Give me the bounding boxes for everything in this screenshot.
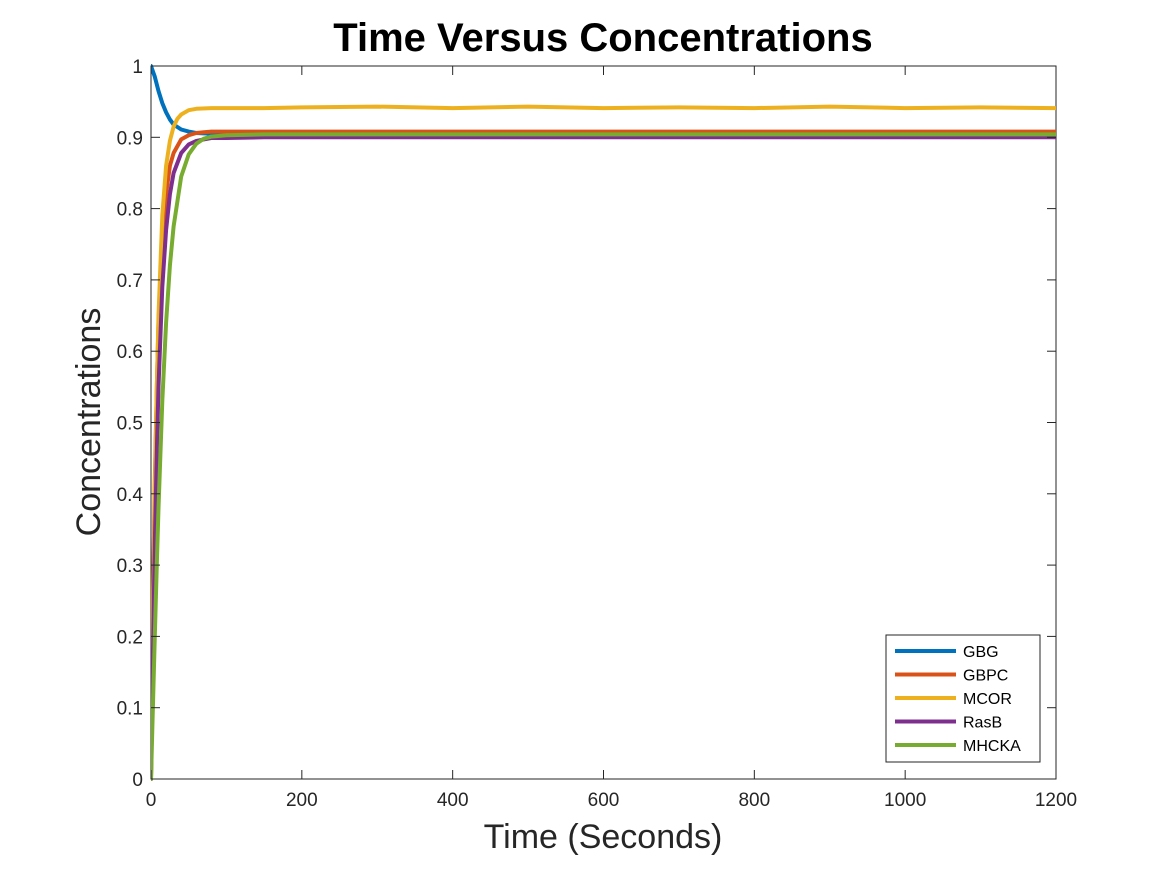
y-axis-label: Concentrations — [70, 308, 108, 537]
legend-label-mhcka: MHCKA — [963, 738, 1021, 755]
y-tick-label: 0 — [132, 770, 143, 791]
x-tick-label: 600 — [588, 790, 620, 811]
y-tick-label: 0.2 — [117, 627, 143, 648]
chart-title: Time Versus Concentrations — [333, 16, 872, 60]
series-line-mcor — [151, 104, 1056, 781]
y-tick-label: 0.3 — [117, 556, 143, 577]
y-tick-label: 0.8 — [117, 200, 143, 221]
x-tick-label: 400 — [437, 790, 469, 811]
y-tick-label: 1 — [132, 57, 143, 78]
series-line-mhcka — [151, 132, 1056, 781]
legend-label-rasb: RasB — [963, 715, 1002, 732]
legend-label-gbpc: GBPC — [963, 668, 1008, 685]
y-tick-label: 0.9 — [117, 128, 143, 149]
y-tick-label: 0.6 — [117, 342, 143, 363]
axis-ticks: 0 200 400 600 800 1000 1200 0 0.1 0.2 0.3 0.4 0.5 0.6… — [117, 57, 1078, 811]
x-tick-label: 200 — [286, 790, 318, 811]
legend-label-gbg: GBG — [963, 644, 999, 661]
y-tick-label: 0.4 — [117, 485, 144, 506]
legend-label-mcor: MCOR — [963, 691, 1012, 708]
y-tick-label: 0.7 — [117, 271, 143, 292]
x-tick-label: 1200 — [1035, 790, 1077, 811]
x-tick-label: 1000 — [884, 790, 926, 811]
y-tick-label: 0.5 — [117, 414, 143, 435]
legend: GBG GBPC MCOR RasB MHCKA — [885, 634, 1041, 763]
series-line-rasb — [151, 135, 1056, 781]
x-tick-label: 800 — [738, 790, 770, 811]
y-tick-label: 0.1 — [117, 699, 143, 720]
x-tick-label: 0 — [146, 790, 157, 811]
x-axis-label: Time (Seconds) — [484, 818, 723, 856]
